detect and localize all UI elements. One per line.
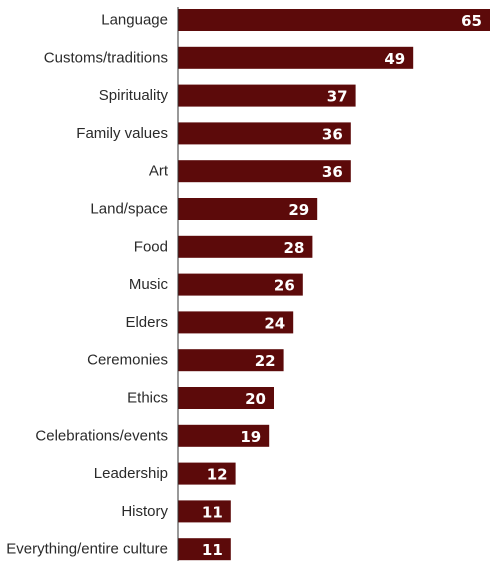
value-label: 20: [245, 390, 266, 408]
value-label: 49: [384, 50, 405, 68]
category-label: Language: [101, 12, 168, 29]
value-label: 37: [327, 88, 348, 106]
category-label: Customs/traditions: [44, 49, 168, 66]
bar: [178, 424, 270, 447]
category-label: Everything/entire culture: [6, 541, 168, 558]
value-label: 19: [240, 428, 261, 446]
bar: [178, 160, 351, 183]
bar: [178, 198, 318, 220]
bar: [178, 387, 274, 409]
bar: [178, 235, 313, 258]
value-label: 11: [202, 503, 223, 521]
value-label: 36: [322, 125, 343, 143]
bar: [178, 9, 490, 31]
bar: [178, 462, 236, 485]
category-labels: Language Customs/traditions Spirituality Fa…: [6, 12, 169, 558]
bar: [178, 84, 356, 107]
bar: [178, 538, 231, 561]
category-label: Leadership: [94, 465, 168, 482]
bar: [178, 500, 231, 523]
category-label: History: [121, 503, 168, 520]
bar: [178, 122, 351, 145]
bars: 65 49 37 36 36 29 28 26 24 22 20 19 12 11 11: [178, 9, 490, 561]
value-label: 36: [322, 163, 343, 181]
category-label: Family values: [76, 125, 168, 142]
value-label: 65: [461, 12, 482, 30]
bar: [178, 273, 303, 296]
value-label: 11: [202, 541, 223, 559]
category-label: Spirituality: [99, 87, 169, 104]
category-label: Food: [134, 238, 168, 255]
value-label: 24: [264, 314, 285, 332]
value-label: 28: [284, 239, 305, 257]
value-label: 29: [288, 201, 309, 219]
category-label: Elders: [125, 314, 168, 331]
category-label: Ceremonies: [87, 352, 168, 369]
category-label: Ethics: [127, 390, 168, 407]
value-label: 12: [207, 466, 228, 484]
category-label: Land/space: [90, 201, 168, 218]
bar: [178, 311, 294, 334]
category-label: Music: [129, 276, 169, 293]
value-label: 26: [274, 277, 295, 295]
value-label: 22: [255, 352, 276, 370]
category-label: Art: [149, 163, 169, 180]
category-label: Celebrations/events: [35, 427, 168, 444]
bar: [178, 349, 284, 372]
bar: [178, 46, 414, 69]
